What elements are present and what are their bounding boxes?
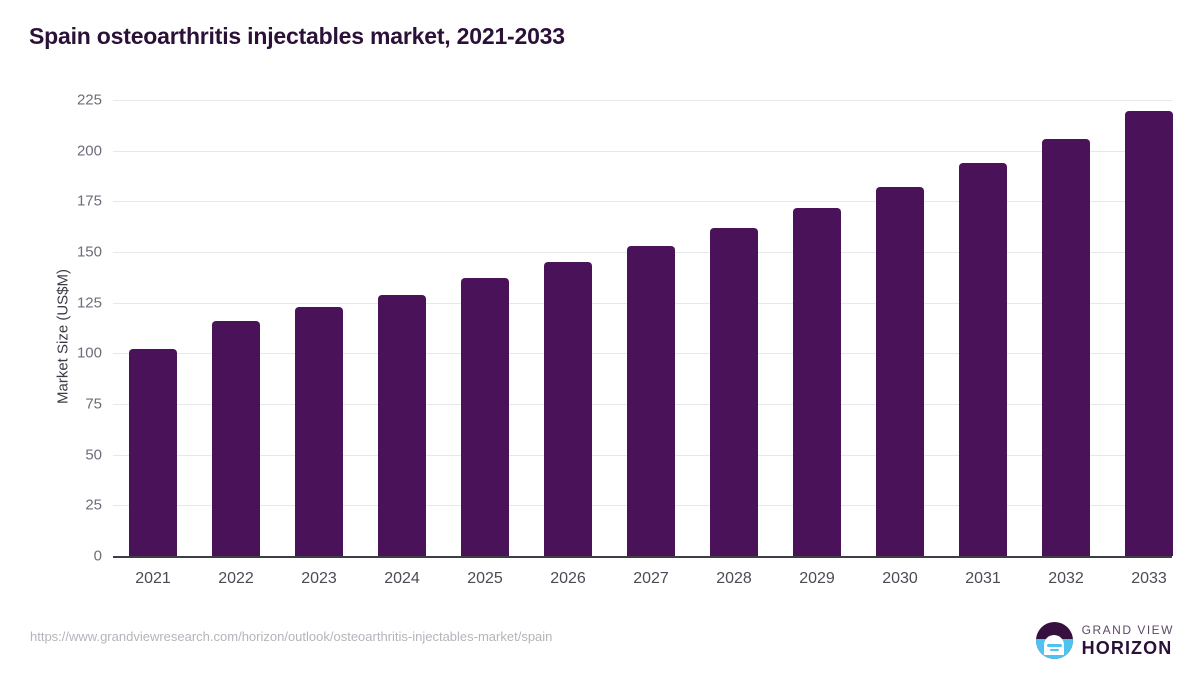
logo-line-bottom <box>1049 648 1059 652</box>
bar[interactable] <box>544 262 592 556</box>
x-tick-label: 2028 <box>716 570 752 587</box>
x-tick-label: 2024 <box>384 570 420 587</box>
bar[interactable] <box>793 208 841 556</box>
x-tick-label: 2033 <box>1131 570 1167 587</box>
logo-bottom-text: HORIZON <box>1081 638 1173 658</box>
bar[interactable] <box>876 187 924 556</box>
logo-line-top <box>1046 644 1062 647</box>
gridline <box>113 150 1172 152</box>
bar[interactable] <box>378 294 426 556</box>
x-tick-label: 2023 <box>301 570 337 587</box>
bar[interactable] <box>295 306 343 556</box>
bar[interactable] <box>1125 111 1173 556</box>
source-url: https://www.grandviewresearch.com/horizo… <box>30 629 553 644</box>
bar[interactable] <box>1042 138 1090 556</box>
bar[interactable] <box>461 278 509 556</box>
x-axis-line <box>113 556 1172 558</box>
bar[interactable] <box>627 245 675 556</box>
x-tick-label: 2029 <box>799 570 835 587</box>
y-axis-labels: 0 25 50 75 100 125 150 175 200 225 <box>0 0 102 675</box>
y-tick-label: 225 <box>76 91 102 109</box>
bar[interactable] <box>959 162 1007 556</box>
bar-series <box>113 100 1173 556</box>
bar[interactable] <box>710 227 758 556</box>
x-tick-label: 2027 <box>633 570 669 587</box>
y-tick-label: 175 <box>76 192 102 210</box>
x-tick-label: 2032 <box>1048 570 1084 587</box>
x-tick-label: 2030 <box>882 570 918 587</box>
y-tick-label: 0 <box>93 547 102 565</box>
y-tick-label: 150 <box>76 243 102 261</box>
y-axis-title-anchor: Market Size (US$M) <box>0 0 72 404</box>
bar[interactable] <box>212 320 260 556</box>
x-tick-label: 2022 <box>218 570 254 587</box>
gridline <box>113 100 1172 101</box>
x-tick-label: 2026 <box>550 570 586 587</box>
bar[interactable] <box>129 349 177 556</box>
y-axis-title: Market Size (US$M) <box>54 268 72 405</box>
x-tick-label: 2025 <box>467 570 503 587</box>
gridline <box>113 201 1172 203</box>
x-tick-label: 2021 <box>135 570 171 587</box>
logo-top-text: GRAND VIEW <box>1081 623 1174 637</box>
x-tick-label: 2031 <box>965 570 1001 587</box>
y-tick-label: 200 <box>76 142 102 160</box>
y-tick-label: 100 <box>76 344 102 362</box>
y-tick-label: 50 <box>85 446 102 464</box>
horizon-sun-icon <box>1035 622 1073 659</box>
y-tick-label: 125 <box>76 294 102 312</box>
y-tick-label: 25 <box>85 496 102 514</box>
logo-wordmark: GRAND VIEW HORIZON <box>1082 624 1174 657</box>
brand-logo: GRAND VIEW HORIZON <box>1035 622 1174 659</box>
y-tick-label: 75 <box>85 395 102 413</box>
x-axis-labels: 2021 2022 2023 2024 2025 2026 2027 2028 2029 2030… <box>113 570 1172 596</box>
page-title: Spain osteoarthritis injectables market,… <box>29 23 565 49</box>
